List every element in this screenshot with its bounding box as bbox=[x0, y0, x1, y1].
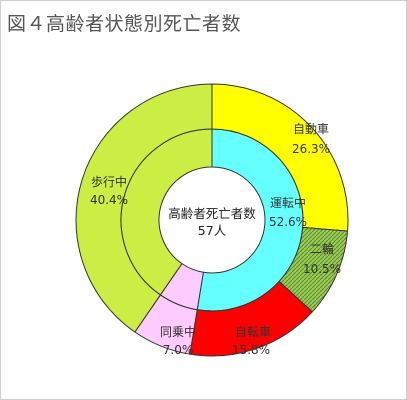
inner-label-1: 同乗中 bbox=[160, 324, 196, 339]
inner-value-2: 40.4% bbox=[90, 193, 128, 207]
inner-label-0: 運転中 bbox=[270, 195, 306, 210]
outer-label-1: 二輪 bbox=[310, 241, 334, 256]
center-value: 57人 bbox=[198, 223, 227, 238]
outer-label-0: 自動車 bbox=[293, 122, 329, 136]
outer-slice-0 bbox=[211, 83, 349, 232]
outer-value-2: 15.8% bbox=[232, 343, 270, 357]
outer-slice-4 bbox=[75, 83, 213, 333]
outer-value-0: 26.3% bbox=[292, 142, 330, 156]
outer-label-2: 自転車 bbox=[235, 325, 271, 339]
inner-label-2: 歩行中 bbox=[91, 174, 127, 189]
inner-value-0: 52.6% bbox=[269, 215, 307, 229]
outer-value-1: 10.5% bbox=[303, 262, 341, 276]
chart-title: 図４高齢者状態別死亡者数 bbox=[7, 13, 242, 35]
center-label: 高齢者死亡者数 bbox=[168, 206, 256, 221]
inner-value-1: 7.0% bbox=[163, 343, 194, 357]
